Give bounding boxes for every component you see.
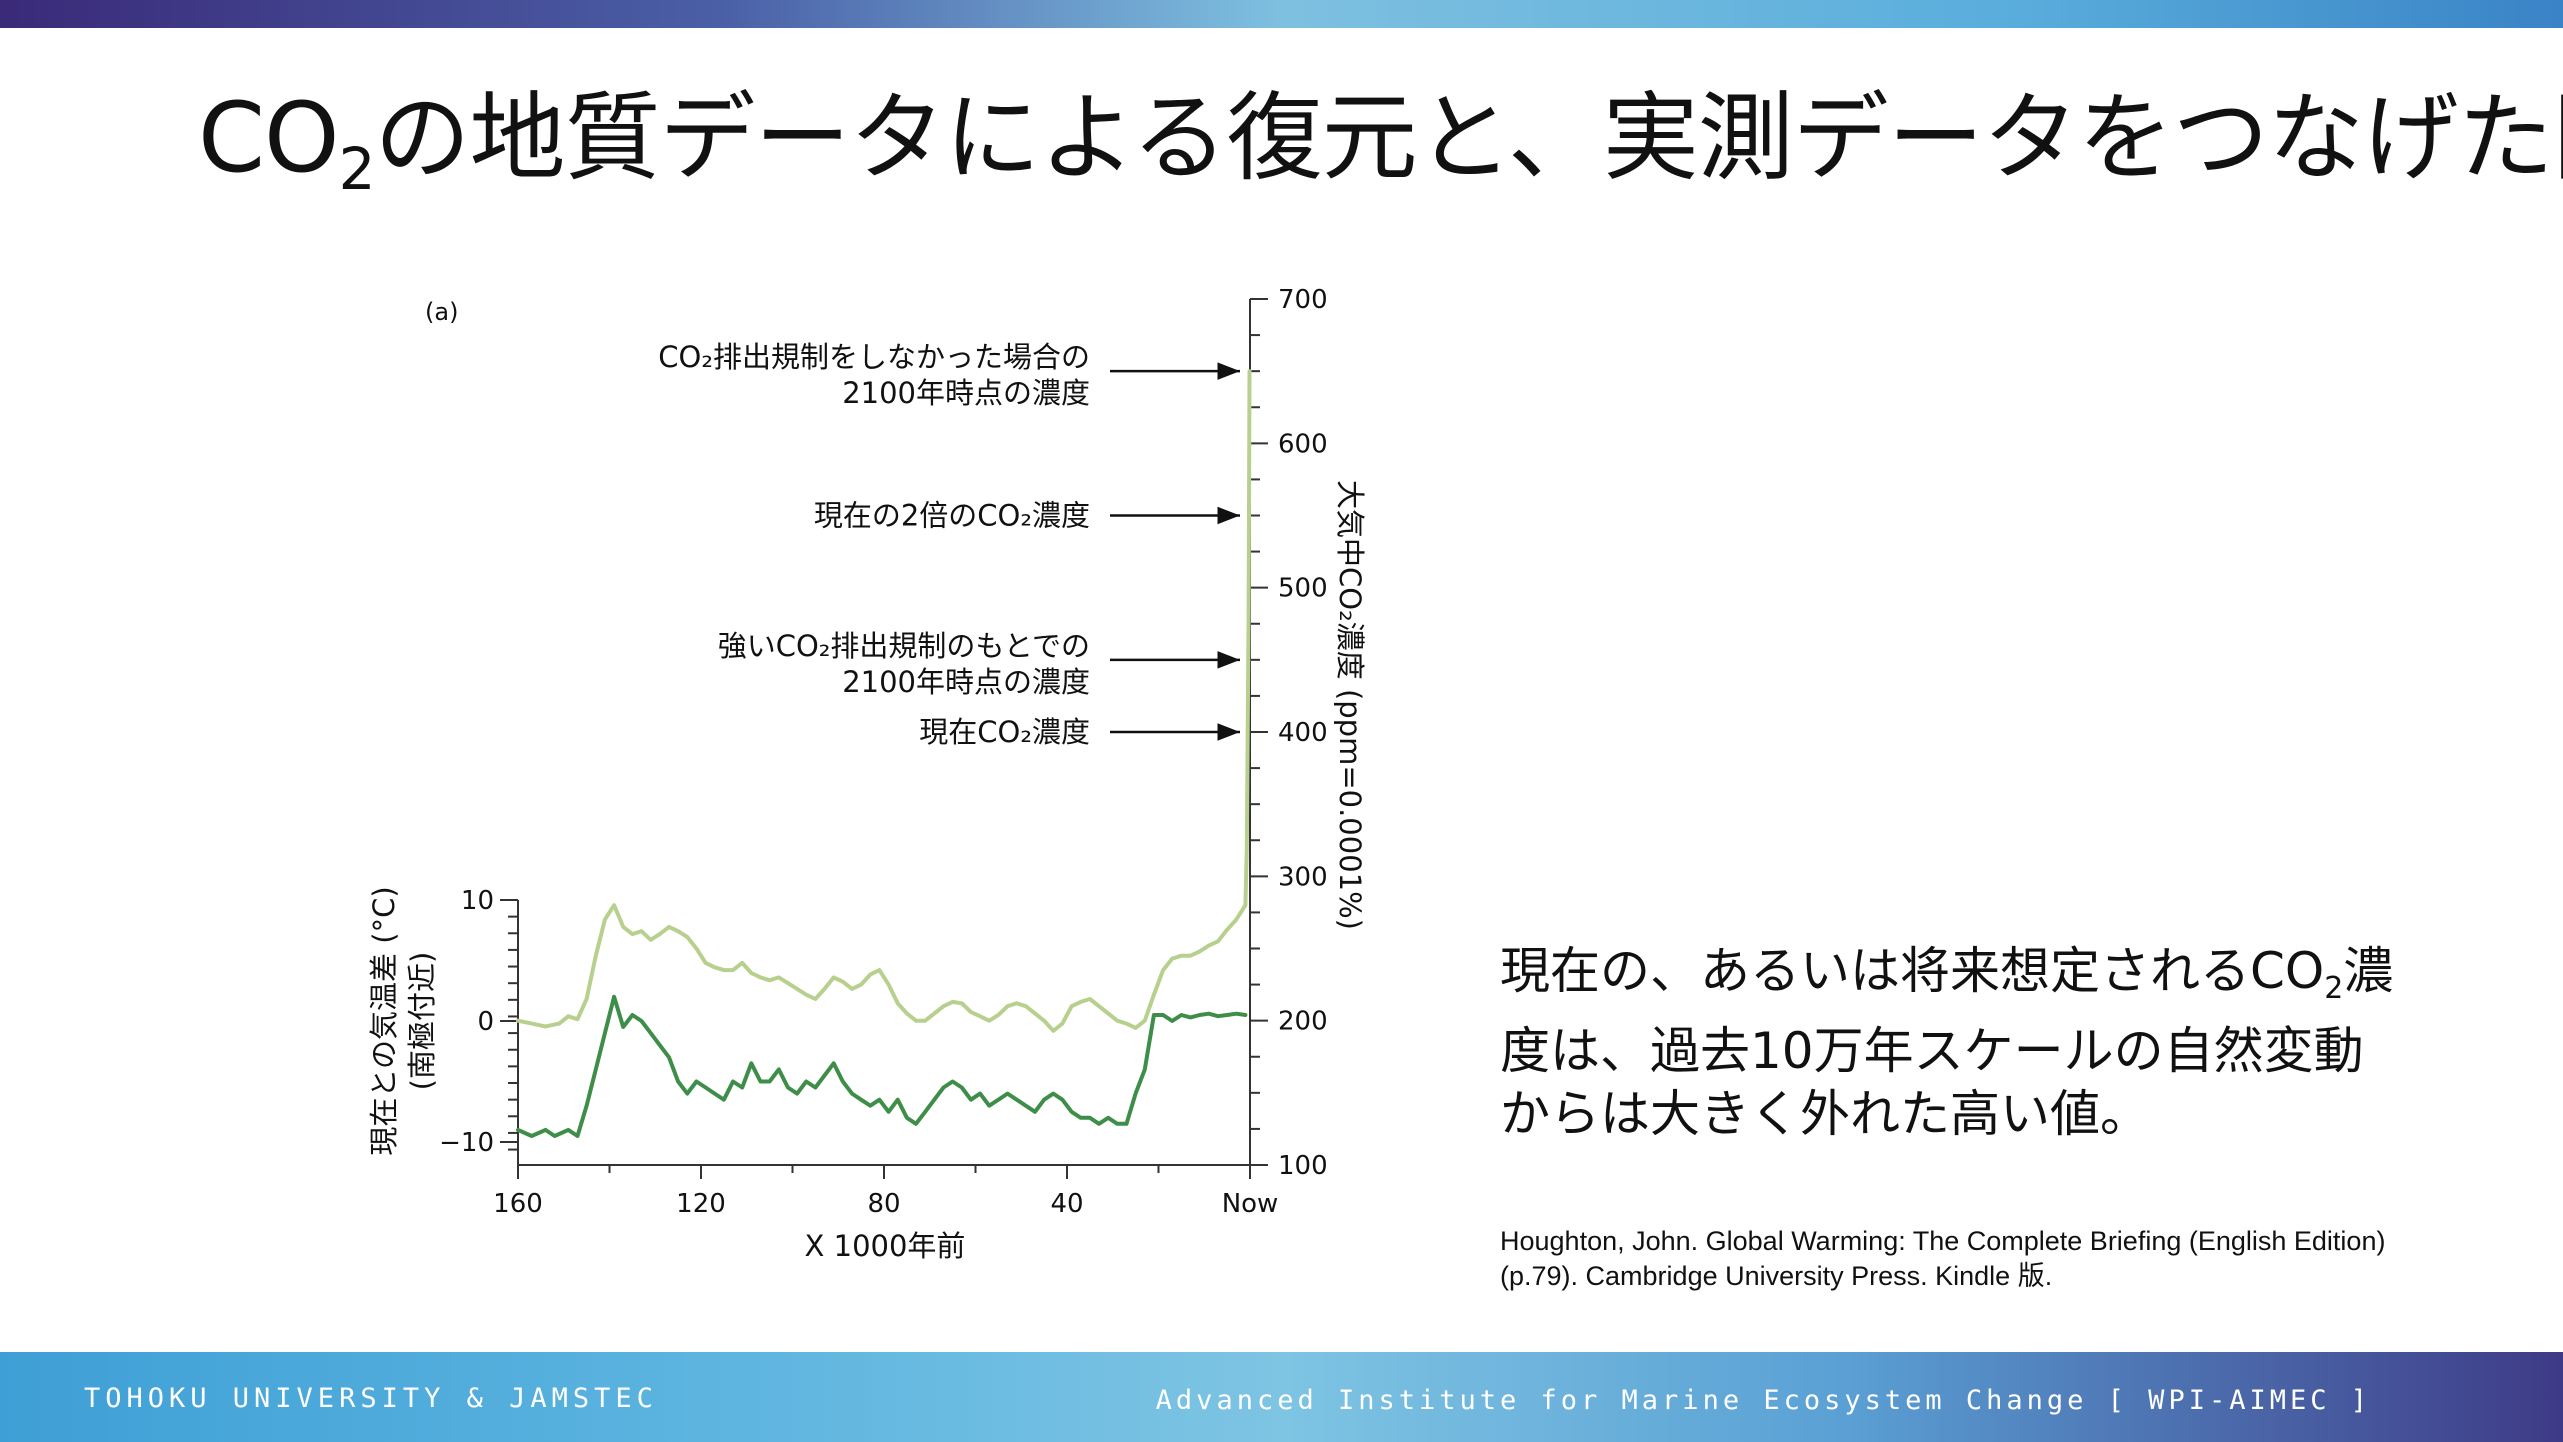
- left-axis-tick-label: 10: [461, 886, 494, 916]
- right-axis-tick-label: 700: [1278, 285, 1328, 315]
- summary-subscript: 2: [2324, 971, 2344, 1006]
- right-axis-tick-label: 400: [1278, 718, 1328, 748]
- x-axis-tick-label: 80: [867, 1189, 900, 1219]
- co2-series-line: [516, 369, 1252, 1033]
- right-axis-tick-label: 300: [1278, 862, 1328, 892]
- footer-institute: Advanced Institute for Marine Ecosystem …: [1155, 1385, 2371, 1416]
- x-axis-tick-label: 40: [1050, 1189, 1083, 1219]
- x-axis-tick-label: 120: [676, 1189, 726, 1219]
- slide-title: CO2の地質データによる復元と、実測データをつなげた図: [198, 78, 2563, 203]
- top-gradient-band: [0, 0, 2563, 28]
- left-axis-title: 現在との気温差 (°C): [367, 886, 401, 1155]
- title-subscript: 2: [338, 135, 376, 203]
- title-text-part2: の地質データによる復元と、実測データをつなげた図: [374, 82, 2563, 194]
- x-axis-tick-label: 160: [493, 1189, 543, 1219]
- right-axis-tick-label: 200: [1278, 1007, 1328, 1037]
- citation-text: Houghton, John. Global Warming: The Comp…: [1500, 1226, 2386, 1291]
- annotation-label: 2100年時点の濃度: [842, 376, 1090, 410]
- footer-university: TOHOKU UNIVERSITY & JAMSTEC: [84, 1383, 658, 1414]
- annotation-label: 現在CO₂濃度: [919, 715, 1090, 749]
- title-text-part1: CO: [198, 82, 340, 194]
- right-axis-tick-label: 100: [1278, 1151, 1328, 1181]
- annotation-label: 現在の2倍のCO₂濃度: [814, 499, 1090, 533]
- right-axis-tick-label: 600: [1278, 429, 1328, 459]
- left-axis-tick-label: 0: [477, 1007, 494, 1037]
- x-axis-tick-label: Now: [1222, 1189, 1279, 1219]
- right-axis-tick-label: 500: [1278, 574, 1328, 604]
- left-axis-subtitle: (南極付近): [405, 952, 439, 1091]
- temperature-series-line: [516, 994, 1248, 1138]
- bottom-gradient-band: [0, 1352, 2563, 1442]
- annotation-label: CO₂排出規制をしなかった場合の: [658, 340, 1090, 374]
- summary-text-part1: 現在の、あるいは将来想定されるCO: [1500, 942, 2325, 1000]
- x-axis-title: X 1000年前: [805, 1229, 966, 1263]
- summary-text: 現在の、あるいは将来想定されるCO2濃度は、過去10万年スケールの自然変動からは…: [1500, 940, 2400, 1146]
- summary-text-part2: 濃度は、過去10万年スケールの自然変動からは大きく外れた高い値。: [1500, 942, 2394, 1143]
- annotation-label: 2100年時点の濃度: [842, 665, 1090, 699]
- annotation-label: 強いCO₂排出規制のもとでの: [718, 629, 1090, 663]
- right-axis-title: 大気中CO₂濃度 (ppm=0.0001%): [1333, 480, 1367, 930]
- left-axis-tick-label: −10: [439, 1128, 494, 1158]
- panel-label: (a): [425, 298, 458, 326]
